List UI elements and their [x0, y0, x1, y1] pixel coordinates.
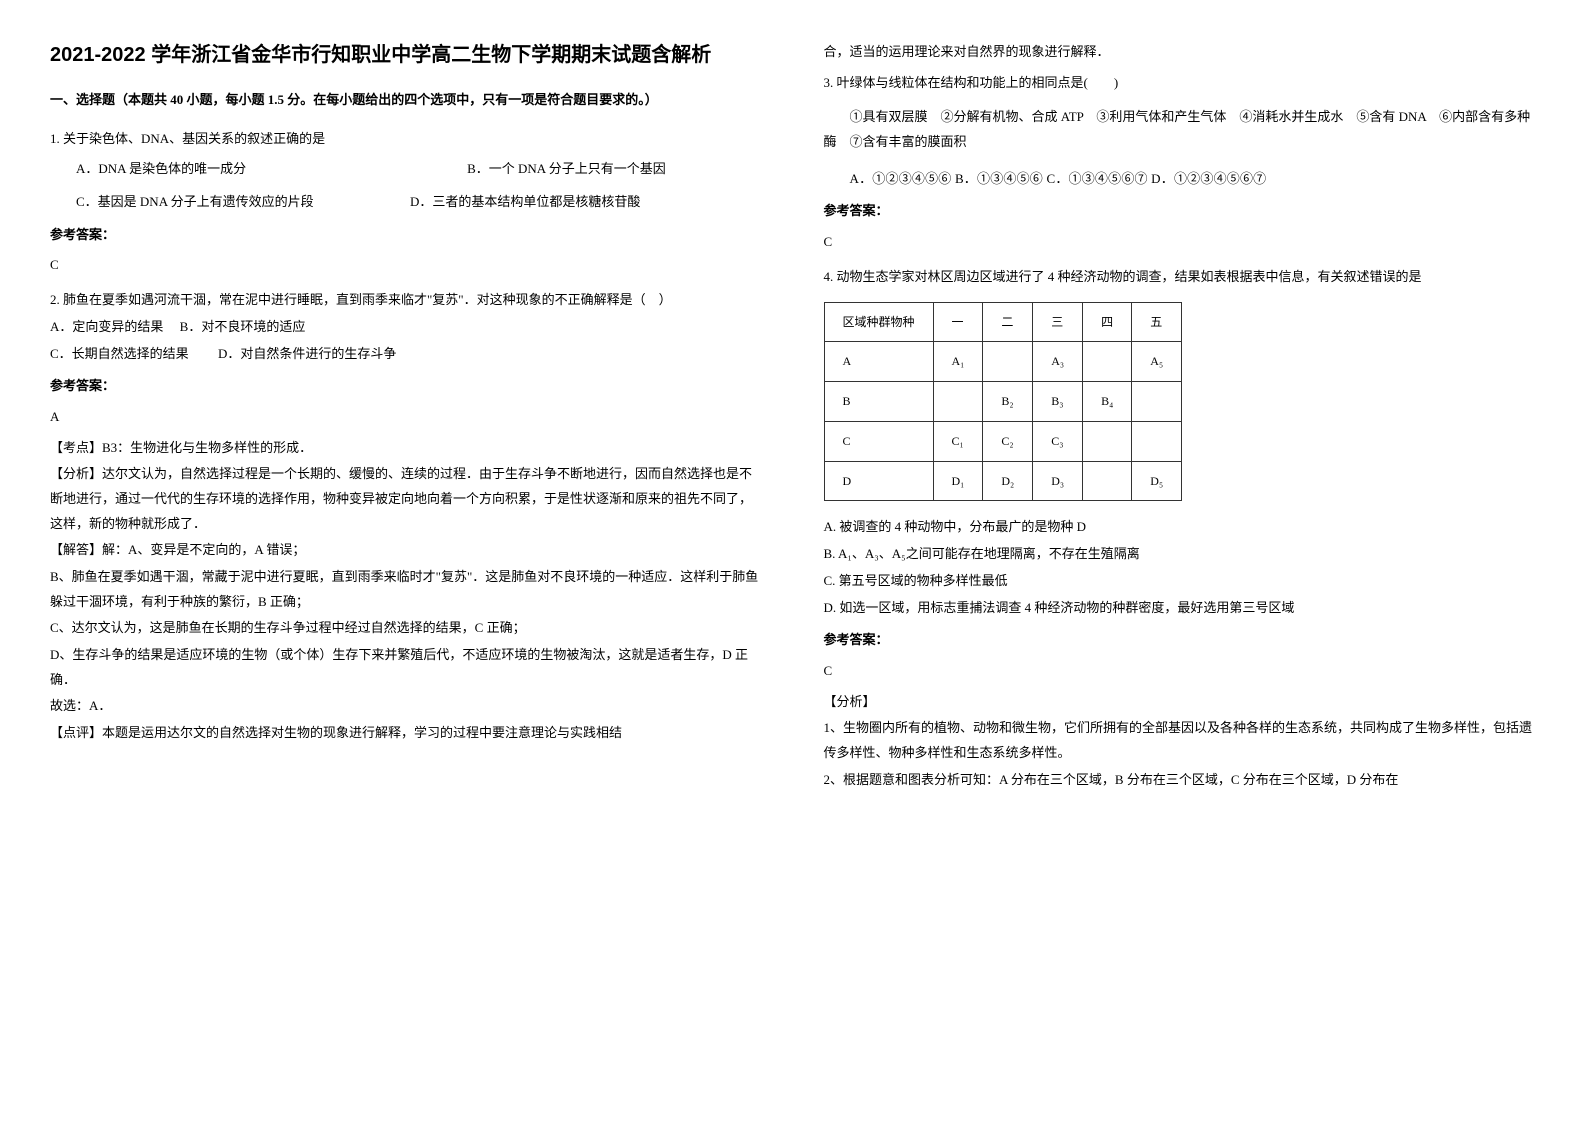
- th-2: 二: [983, 302, 1033, 342]
- cell: [1132, 382, 1182, 422]
- cell: C₃: [1033, 421, 1083, 461]
- cell: B₂: [983, 382, 1033, 422]
- q1-opt-b: B．一个 DNA 分子上只有一个基因: [467, 161, 666, 176]
- q1-options-row2: C．基因是 DNA 分子上有遗传效应的片段 D．三者的基本结构单位都是核糖核苷酸: [50, 190, 764, 215]
- q2-opt-c: C．长期自然选择的结果: [50, 346, 189, 361]
- q2-analysis: 【分析】达尔文认为，自然选择过程是一个长期的、缓慢的、连续的过程．由于生存斗争不…: [50, 462, 764, 536]
- q4-analysis-label: 【分析】: [824, 690, 1538, 715]
- th-3: 三: [1033, 302, 1083, 342]
- q1-opt-c: C．基因是 DNA 分子上有遗传效应的片段: [50, 190, 407, 215]
- cell: D₃: [1033, 461, 1083, 501]
- q4-opt-d: D. 如选一区域，用标志重捕法调查 4 种经济动物的种群密度，最好选用第三号区域: [824, 596, 1538, 621]
- q1-answer-label: 参考答案：: [50, 223, 764, 248]
- th-0: 区域种群物种: [824, 302, 933, 342]
- question-4: 4. 动物生态学家对林区周边区域进行了 4 种经济动物的调查，结果如表根据表中信…: [824, 265, 1538, 793]
- q2-point: 【考点】B3：生物进化与生物多样性的形成．: [50, 436, 764, 461]
- q3-options: A．①②③④⑤⑥ B．①③④⑤⑥ C．①③④⑤⑥⑦ D．①②③④⑤⑥⑦: [824, 167, 1538, 192]
- question-1: 1. 关于染色体、DNA、基因关系的叙述正确的是 A．DNA 是染色体的唯一成分…: [50, 127, 764, 278]
- cell: B₄: [1083, 382, 1132, 422]
- q4-answer-label: 参考答案：: [824, 628, 1538, 653]
- cell: [933, 382, 983, 422]
- section-1-header: 一、选择题（本题共 40 小题，每小题 1.5 分。在每小题给出的四个选项中，只…: [50, 88, 764, 113]
- cell: A₃: [1033, 342, 1083, 382]
- q4-opt-a: A. 被调查的 4 种动物中，分布最广的是物种 D: [824, 515, 1538, 540]
- cell: C₁: [933, 421, 983, 461]
- q4-stem: 4. 动物生态学家对林区周边区域进行了 4 种经济动物的调查，结果如表根据表中信…: [824, 265, 1538, 290]
- cell: A₅: [1132, 342, 1182, 382]
- q4-opt-b: B. A₁、A₃、A₅之间可能存在地理隔离，不存在生殖隔离: [824, 542, 1538, 567]
- q2-solve-a-text: 解：A、变异是不定向的，A 错误；: [102, 542, 305, 557]
- q2-stem: 2. 肺鱼在夏季如遇河流干涸，常在泥中进行睡眠，直到雨季来临才"复苏"．对这种现…: [50, 288, 764, 313]
- q2-comment-label: 【点评】: [50, 725, 102, 740]
- question-3: 3. 叶绿体与线粒体在结构和功能上的相同点是( ) ①具有双层膜 ②分解有机物、…: [824, 71, 1538, 255]
- q4-opt-c: C. 第五号区域的物种多样性最低: [824, 569, 1538, 594]
- q2-opt-a: A．定向变异的结果: [50, 319, 163, 334]
- q2-solve-b: B、肺鱼在夏季如遇干涸，常藏于泥中进行夏眠，直到雨季来临时才"复苏"．这是肺鱼对…: [50, 565, 764, 614]
- table-header-row: 区域种群物种 一 二 三 四 五: [824, 302, 1182, 342]
- cell: C: [824, 421, 933, 461]
- q2-opts-row2: C．长期自然选择的结果 D．对自然条件进行的生存斗争: [50, 342, 764, 367]
- cell: [1132, 421, 1182, 461]
- cell: D₅: [1132, 461, 1182, 501]
- right-column: 合，适当的运用理论来对自然界的现象进行解释． 3. 叶绿体与线粒体在结构和功能上…: [824, 40, 1538, 802]
- q2-opt-b: B．对不良环境的适应: [180, 319, 306, 334]
- q4-answer: C: [824, 659, 1538, 684]
- th-5: 五: [1132, 302, 1182, 342]
- th-1: 一: [933, 302, 983, 342]
- q2-analysis-text: 达尔文认为，自然选择过程是一个长期的、缓慢的、连续的过程．由于生存斗争不断地进行…: [50, 466, 752, 530]
- q4-p1: 1、生物圈内所有的植物、动物和微生物，它们所拥有的全部基因以及各种各样的生态系统…: [824, 716, 1538, 765]
- q3-stem: 3. 叶绿体与线粒体在结构和功能上的相同点是( ): [824, 71, 1538, 96]
- q1-stem: 1. 关于染色体、DNA、基因关系的叙述正确的是: [50, 127, 764, 152]
- cell: A₁: [933, 342, 983, 382]
- q2-analysis-label: 【分析】: [50, 466, 102, 481]
- cell: C₂: [983, 421, 1033, 461]
- q2-continued: 合，适当的运用理论来对自然界的现象进行解释．: [824, 40, 1538, 65]
- cell: [1083, 342, 1132, 382]
- q2-solve-c: C、达尔文认为，这是肺鱼在长期的生存斗争过程中经过自然选择的结果，C 正确；: [50, 616, 764, 641]
- q3-choices: ①具有双层膜 ②分解有机物、合成 ATP ③利用气体和产生气体 ④消耗水并生成水…: [824, 105, 1538, 154]
- cell: D: [824, 461, 933, 501]
- q2-comment-text: 本题是运用达尔文的自然选择对生物的现象进行解释，学习的过程中要注意理论与实践相结: [102, 725, 622, 740]
- q2-opts-row1: A．定向变异的结果 B．对不良环境的适应: [50, 315, 764, 340]
- question-2: 2. 肺鱼在夏季如遇河流干涸，常在泥中进行睡眠，直到雨季来临才"复苏"．对这种现…: [50, 288, 764, 746]
- q1-opt-d: D．三者的基本结构单位都是核糖核苷酸: [410, 194, 640, 209]
- th-4: 四: [1083, 302, 1132, 342]
- q2-solve-label: 【解答】: [50, 542, 102, 557]
- q2-solve-d: D、生存斗争的结果是适应环境的生物（或个体）生存下来并繁殖后代，不适应环境的生物…: [50, 643, 764, 692]
- q4-p2: 2、根据题意和图表分析可知：A 分布在三个区域，B 分布在三个区域，C 分布在三…: [824, 768, 1538, 793]
- cell: B: [824, 382, 933, 422]
- q2-comment: 【点评】本题是运用达尔文的自然选择对生物的现象进行解释，学习的过程中要注意理论与…: [50, 721, 764, 746]
- q2-so: 故选：A．: [50, 694, 764, 719]
- q3-answer-label: 参考答案：: [824, 199, 1538, 224]
- q4-table: 区域种群物种 一 二 三 四 五 A A₁ A₃ A₅ B: [824, 302, 1183, 502]
- exam-title: 2021-2022 学年浙江省金华市行知职业中学高二生物下学期期末试题含解析: [50, 40, 764, 70]
- q2-answer-label: 参考答案：: [50, 374, 764, 399]
- cell: [1083, 461, 1132, 501]
- table-row: C C₁ C₂ C₃: [824, 421, 1182, 461]
- q1-opt-a: A．DNA 是染色体的唯一成分: [50, 157, 464, 182]
- q2-opt-d: D．对自然条件进行的生存斗争: [218, 346, 396, 361]
- cell: [1083, 421, 1132, 461]
- page-container: 2021-2022 学年浙江省金华市行知职业中学高二生物下学期期末试题含解析 一…: [50, 40, 1537, 802]
- q2-solve-a: 【解答】解：A、变异是不定向的，A 错误；: [50, 538, 764, 563]
- table-row: D D₁ D₂ D₃ D₅: [824, 461, 1182, 501]
- q3-answer: C: [824, 230, 1538, 255]
- cell: [983, 342, 1033, 382]
- q1-options-row1: A．DNA 是染色体的唯一成分 B．一个 DNA 分子上只有一个基因: [50, 157, 764, 182]
- table-row: B B₂ B₃ B₄: [824, 382, 1182, 422]
- cell: D₂: [983, 461, 1033, 501]
- cell: B₃: [1033, 382, 1083, 422]
- q1-answer: C: [50, 253, 764, 278]
- table-row: A A₁ A₃ A₅: [824, 342, 1182, 382]
- cell: D₁: [933, 461, 983, 501]
- q2-answer: A: [50, 405, 764, 430]
- cell: A: [824, 342, 933, 382]
- left-column: 2021-2022 学年浙江省金华市行知职业中学高二生物下学期期末试题含解析 一…: [50, 40, 764, 802]
